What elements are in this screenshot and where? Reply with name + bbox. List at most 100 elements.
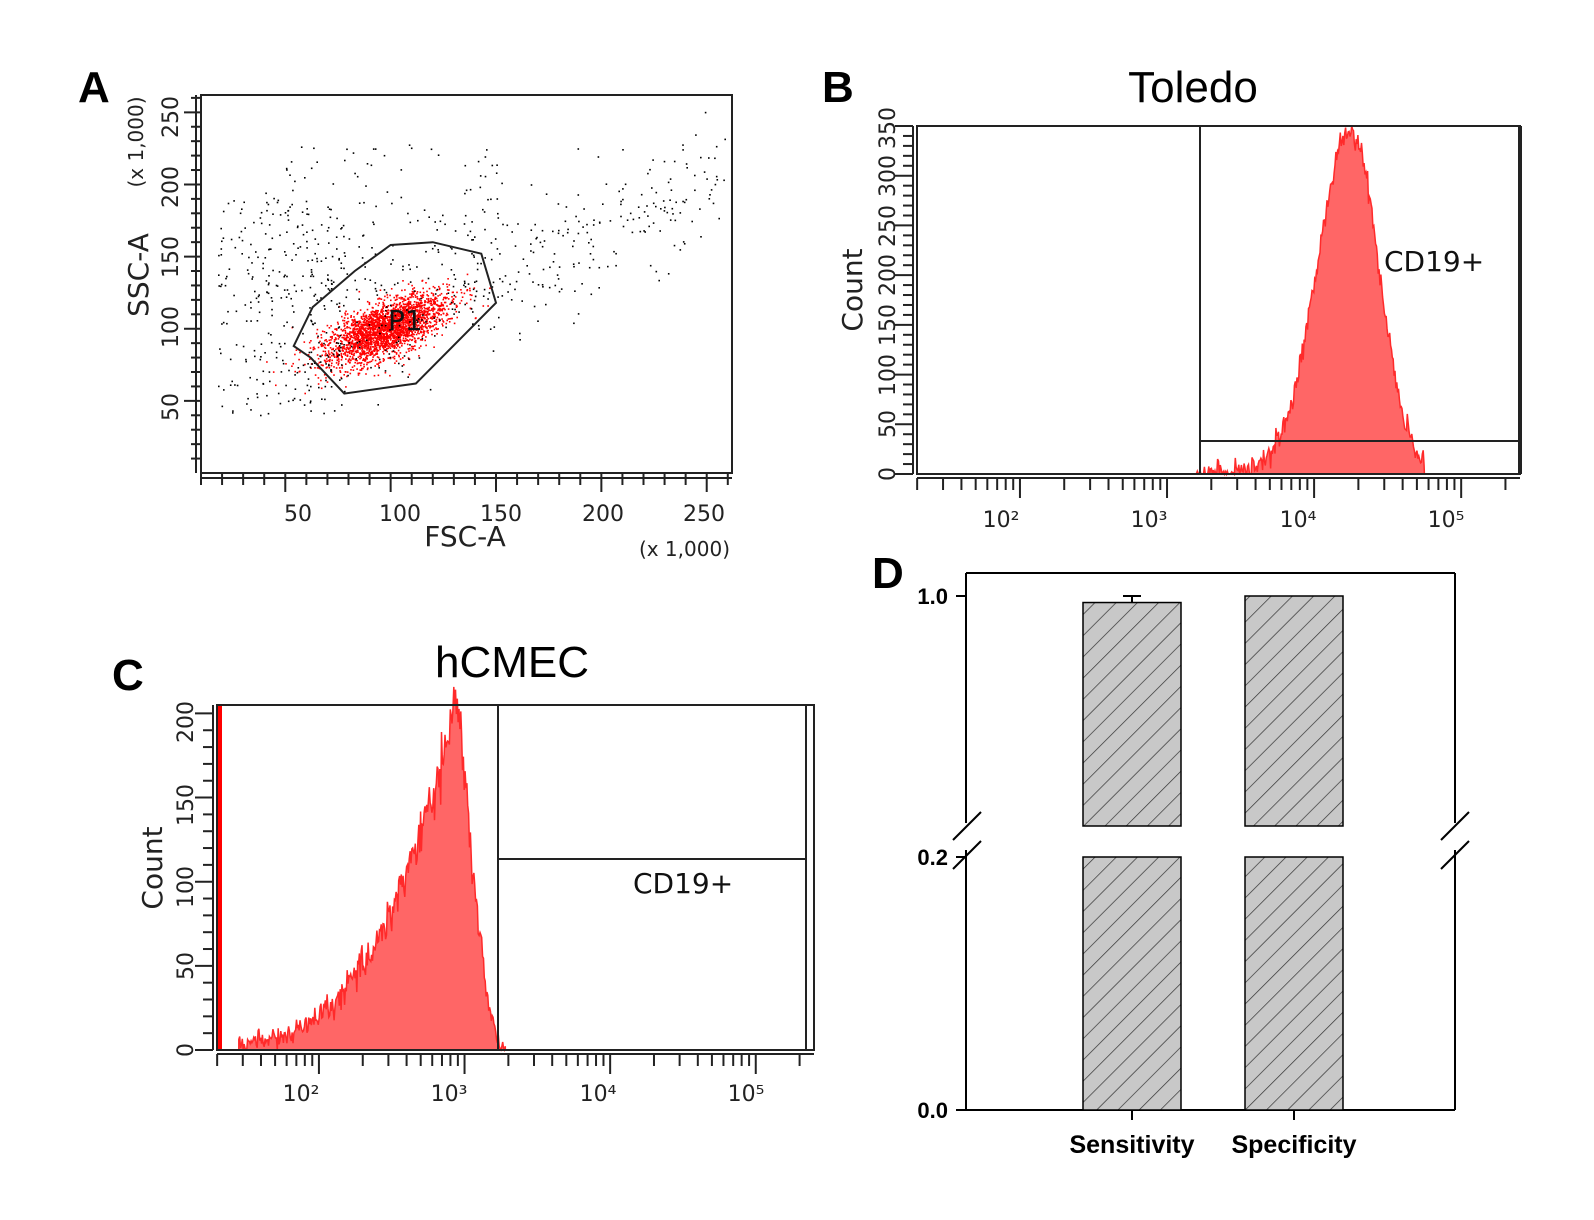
scatter-point (365, 336, 368, 339)
scatter-point (309, 366, 312, 369)
scatter-point (331, 348, 333, 351)
scatter-point (340, 262, 343, 264)
scatter-point (370, 342, 373, 345)
scatter-point (414, 320, 417, 323)
scatter-point (618, 190, 620, 193)
scatter-point (443, 307, 445, 310)
scatter-point (344, 337, 346, 340)
scatter-point (412, 313, 414, 316)
scatter-point (428, 309, 430, 311)
scatter-point (683, 201, 686, 204)
scatter-point (395, 326, 397, 329)
scatter-point (374, 328, 376, 331)
scatter-point (418, 309, 420, 311)
scatter-point (453, 313, 455, 315)
scatter-point (384, 295, 386, 298)
scatter-point (425, 313, 428, 316)
scatter-point (646, 205, 648, 207)
scatter-point (491, 164, 494, 167)
scatter-point (426, 330, 428, 333)
scatter-point (433, 299, 435, 301)
scatter-point (675, 201, 677, 204)
scatter-point (387, 311, 390, 314)
scatter-point (712, 202, 715, 205)
scatter-point (338, 259, 340, 261)
scatter-point (441, 263, 443, 266)
scatter-point (372, 148, 375, 150)
scatter-point (324, 361, 327, 363)
scatter-point (309, 347, 312, 349)
scatter-point (344, 351, 346, 354)
scatter-point (370, 340, 372, 342)
scatter-point (414, 306, 416, 308)
scatter-point (409, 318, 411, 321)
scatter-point (349, 335, 352, 338)
y-tick-label: 0.0 (917, 1098, 948, 1123)
scatter-point (412, 335, 414, 338)
scatter-point (346, 313, 349, 315)
scatter-point (347, 336, 349, 339)
scatter-point (589, 253, 592, 255)
scatter-point (643, 230, 645, 232)
scatter-point (346, 326, 348, 328)
scatter-point (413, 324, 415, 326)
scatter-point (314, 293, 317, 296)
scatter-point (343, 252, 346, 254)
scatter-point (380, 344, 382, 347)
scatter-point (381, 342, 384, 345)
scatter-point (437, 295, 439, 297)
scatter-point (405, 316, 407, 319)
scatter-point (626, 219, 629, 221)
scatter-point (358, 329, 361, 331)
scatter-point (347, 320, 350, 323)
scatter-point (435, 321, 438, 323)
scatter-point (362, 334, 364, 336)
scatter-point (466, 302, 468, 305)
y-tick-label: 0 (174, 1043, 199, 1057)
scatter-point (447, 318, 450, 320)
scatter-point (363, 335, 366, 337)
scatter-point (396, 298, 398, 301)
scatter-point (349, 355, 352, 358)
scatter-point (227, 310, 229, 313)
bar-specificity-upper (1244, 595, 1344, 827)
scatter-point (590, 293, 593, 296)
scatter-point (364, 266, 366, 268)
scatter-point (380, 342, 382, 345)
scatter-point (244, 227, 246, 229)
scatter-point (403, 332, 405, 335)
scatter-point (351, 322, 353, 325)
scatter-point (403, 364, 405, 366)
scatter-point (382, 313, 384, 315)
scatter-point (418, 347, 421, 349)
scatter-point (379, 334, 382, 336)
scatter-point (450, 301, 453, 304)
scatter-point (370, 327, 372, 329)
scatter-point (376, 332, 378, 334)
y-axis-ticks (184, 95, 201, 473)
scatter-point (352, 331, 354, 334)
scatter-point (299, 246, 302, 248)
x-tick-label: 50 (284, 502, 312, 527)
scatter-point (394, 329, 397, 331)
scatter-point (390, 263, 392, 265)
scatter-point (434, 313, 436, 315)
scatter-point (312, 275, 315, 278)
scatter-point (377, 324, 379, 326)
scatter-point (411, 326, 413, 329)
scatter-point (406, 331, 409, 334)
scatter-point (380, 329, 383, 331)
scatter-point (363, 319, 366, 322)
y-tick-label: 250 (876, 205, 901, 247)
scatter-point (324, 347, 327, 349)
scatter-point (360, 340, 362, 342)
scatter-point (438, 312, 440, 315)
scatter-point (302, 275, 304, 277)
plot-frame (916, 125, 1521, 475)
scatter-point (407, 302, 409, 305)
scatter-point (308, 389, 310, 392)
scatter-point (490, 242, 493, 244)
scatter-point (404, 306, 406, 308)
x-tick-label-1e3: 10³ (431, 1082, 468, 1107)
scatter-point (424, 304, 426, 306)
